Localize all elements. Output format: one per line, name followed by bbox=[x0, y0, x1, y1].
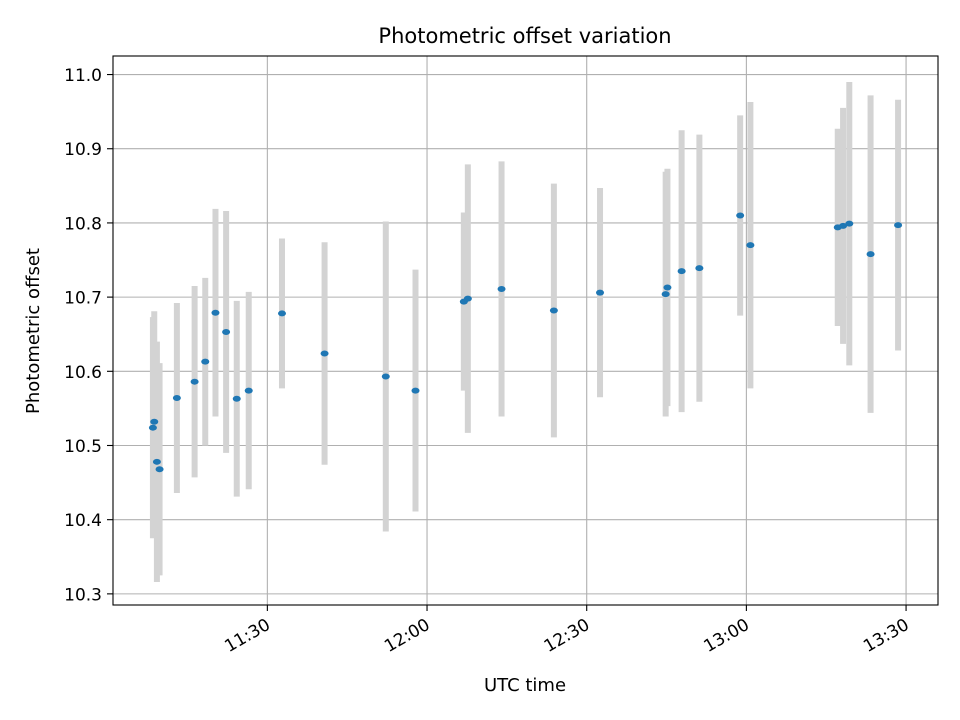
y-tick-label: 10.8 bbox=[64, 214, 102, 234]
y-axis-label: Photometric offset bbox=[23, 248, 44, 414]
data-point bbox=[150, 418, 159, 425]
data-points bbox=[148, 212, 903, 473]
data-point bbox=[661, 291, 670, 298]
y-tick-label: 10.4 bbox=[64, 511, 102, 531]
data-point bbox=[549, 307, 558, 314]
data-point bbox=[148, 424, 157, 431]
data-point bbox=[277, 310, 286, 317]
chart-title: Photometric offset variation bbox=[378, 24, 671, 48]
y-tick-label: 10.9 bbox=[64, 140, 102, 160]
plot-frame bbox=[112, 55, 939, 606]
data-point bbox=[232, 395, 241, 402]
data-point bbox=[411, 387, 420, 394]
data-point bbox=[839, 222, 848, 229]
data-point bbox=[596, 289, 605, 296]
data-point bbox=[746, 242, 755, 249]
data-point bbox=[845, 220, 854, 227]
y-ticks: 10.3 10.4 10.5 10.6 10.7 10.8 10.9 11.0 bbox=[64, 66, 113, 605]
data-point bbox=[381, 373, 390, 380]
data-point bbox=[695, 265, 704, 272]
data-point bbox=[222, 328, 231, 335]
data-point bbox=[497, 285, 506, 292]
data-point bbox=[894, 222, 903, 229]
y-tick-label: 10.3 bbox=[64, 585, 102, 605]
data-point bbox=[155, 466, 164, 473]
x-axis-label: UTC time bbox=[484, 675, 566, 696]
y-tick-label: 11.0 bbox=[64, 66, 102, 86]
y-tick-label: 10.5 bbox=[64, 437, 102, 457]
data-point bbox=[677, 268, 686, 275]
data-point bbox=[320, 350, 329, 357]
y-tick-label: 10.6 bbox=[64, 363, 102, 383]
data-point bbox=[244, 387, 253, 394]
data-point bbox=[190, 378, 199, 385]
y-tick-label: 10.7 bbox=[64, 289, 102, 309]
data-point bbox=[172, 395, 181, 402]
data-point bbox=[211, 309, 220, 316]
data-point bbox=[663, 284, 672, 291]
data-point bbox=[736, 212, 745, 219]
data-point bbox=[201, 358, 210, 365]
data-point bbox=[152, 458, 161, 465]
data-point bbox=[463, 295, 472, 302]
data-point bbox=[866, 251, 875, 258]
